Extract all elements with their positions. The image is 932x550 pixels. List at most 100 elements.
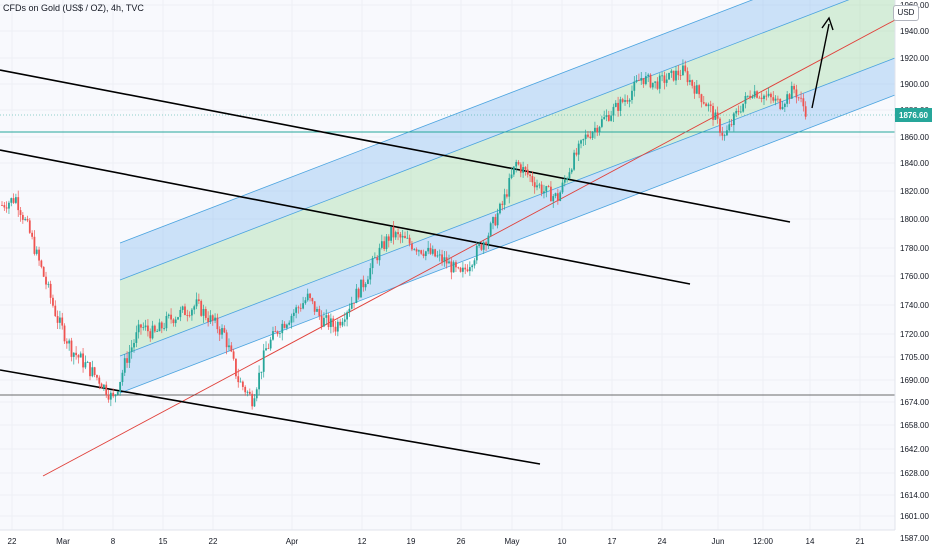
candle-body bbox=[763, 95, 765, 99]
candle-body bbox=[508, 177, 511, 197]
candle-body bbox=[371, 258, 374, 269]
candle-body bbox=[436, 255, 439, 257]
candle-body bbox=[77, 355, 80, 358]
y-tick-label: 1800.00 bbox=[900, 215, 929, 224]
candle-body bbox=[783, 103, 786, 107]
candle-body bbox=[225, 332, 228, 348]
candle-body bbox=[695, 85, 698, 94]
candle-body bbox=[251, 393, 254, 407]
candle-body bbox=[702, 102, 705, 104]
candle-body bbox=[28, 220, 31, 233]
candle-body bbox=[723, 135, 726, 137]
candle-body bbox=[656, 81, 659, 89]
candle-body bbox=[320, 315, 323, 327]
candle-body bbox=[434, 249, 437, 257]
candle-body bbox=[420, 250, 423, 254]
candle-body bbox=[543, 191, 545, 194]
candle-body bbox=[730, 124, 733, 126]
candle-body bbox=[165, 316, 168, 329]
candle-body bbox=[489, 223, 492, 236]
candle-body bbox=[635, 80, 638, 82]
candle-body bbox=[536, 185, 538, 188]
channel-middle-band bbox=[120, 0, 895, 356]
candle-body bbox=[218, 329, 221, 335]
candle-body bbox=[114, 394, 117, 397]
x-tick-label: Mar bbox=[56, 537, 70, 546]
candle-body bbox=[452, 262, 455, 273]
candle-body bbox=[517, 161, 520, 165]
candle-body bbox=[605, 115, 608, 118]
candle-body bbox=[75, 352, 78, 356]
candle-body bbox=[688, 80, 691, 83]
x-tick-label: May bbox=[504, 537, 519, 546]
candle-body bbox=[443, 257, 446, 262]
candle-body bbox=[506, 194, 508, 197]
candle-body bbox=[59, 317, 61, 323]
candle-body bbox=[65, 341, 68, 344]
x-tick-label: 15 bbox=[159, 537, 168, 546]
candle-body bbox=[14, 197, 17, 203]
candle-body bbox=[239, 381, 242, 383]
candle-body bbox=[577, 143, 580, 155]
candle-body bbox=[260, 371, 263, 373]
candle-body bbox=[411, 243, 413, 250]
candle-body bbox=[712, 105, 714, 120]
candle-body bbox=[559, 192, 562, 201]
candle-body bbox=[265, 348, 267, 351]
candle-body bbox=[429, 247, 432, 254]
candle-body bbox=[283, 323, 286, 328]
candle-body bbox=[93, 367, 96, 375]
candle-body bbox=[221, 328, 223, 335]
candle-body bbox=[323, 317, 325, 327]
candle-body bbox=[281, 323, 284, 334]
candle-body bbox=[364, 283, 367, 288]
candle-body bbox=[33, 236, 36, 254]
candle-body bbox=[765, 95, 768, 97]
candle-body bbox=[267, 348, 270, 350]
candle-body bbox=[107, 395, 110, 400]
y-tick-label: 1690.00 bbox=[900, 376, 929, 385]
price-axis-bg bbox=[895, 0, 932, 550]
chart-title: CFDs on Gold (US$ / OZ), 4h, TVC bbox=[3, 3, 144, 13]
y-tick-label: 1674.00 bbox=[900, 398, 929, 407]
candle-body bbox=[329, 318, 332, 328]
candle-body bbox=[672, 70, 675, 81]
channel-edge-line bbox=[119, 0, 850, 281]
candle-body bbox=[8, 202, 10, 209]
candle-body bbox=[594, 127, 596, 133]
candle-body bbox=[325, 315, 328, 318]
candle-body bbox=[538, 184, 541, 186]
candle-body bbox=[501, 203, 504, 205]
candle-body bbox=[128, 351, 131, 363]
candle-body bbox=[211, 315, 214, 321]
candle-body bbox=[184, 306, 186, 316]
candle-body bbox=[86, 362, 89, 363]
y-tick-label: 1940.00 bbox=[900, 27, 929, 36]
candle-body bbox=[253, 398, 256, 407]
candle-body bbox=[753, 91, 756, 97]
candle-body bbox=[737, 110, 740, 112]
candle-body bbox=[406, 237, 409, 239]
candle-body bbox=[519, 164, 522, 173]
candle-body bbox=[272, 331, 274, 340]
channel-median-line bbox=[42, 19, 896, 477]
x-tick-label: Jun bbox=[712, 537, 725, 546]
candle-body bbox=[475, 245, 478, 261]
candle-body bbox=[42, 266, 45, 277]
candle-body bbox=[598, 126, 601, 133]
candle-body bbox=[258, 372, 260, 390]
candle-body bbox=[457, 267, 460, 269]
currency-button[interactable]: USD bbox=[893, 5, 919, 21]
candle-body bbox=[603, 117, 606, 120]
candle-body bbox=[547, 186, 550, 187]
candle-body bbox=[241, 381, 244, 387]
candle-body bbox=[698, 85, 701, 95]
candle-body bbox=[383, 241, 386, 250]
candle-body bbox=[533, 182, 536, 188]
candle-body bbox=[464, 267, 467, 270]
candle-body bbox=[693, 85, 696, 94]
candle-body bbox=[63, 325, 66, 342]
candle-body bbox=[100, 383, 103, 389]
candle-body bbox=[424, 251, 427, 257]
y-tick-label: 1705.00 bbox=[900, 353, 929, 362]
